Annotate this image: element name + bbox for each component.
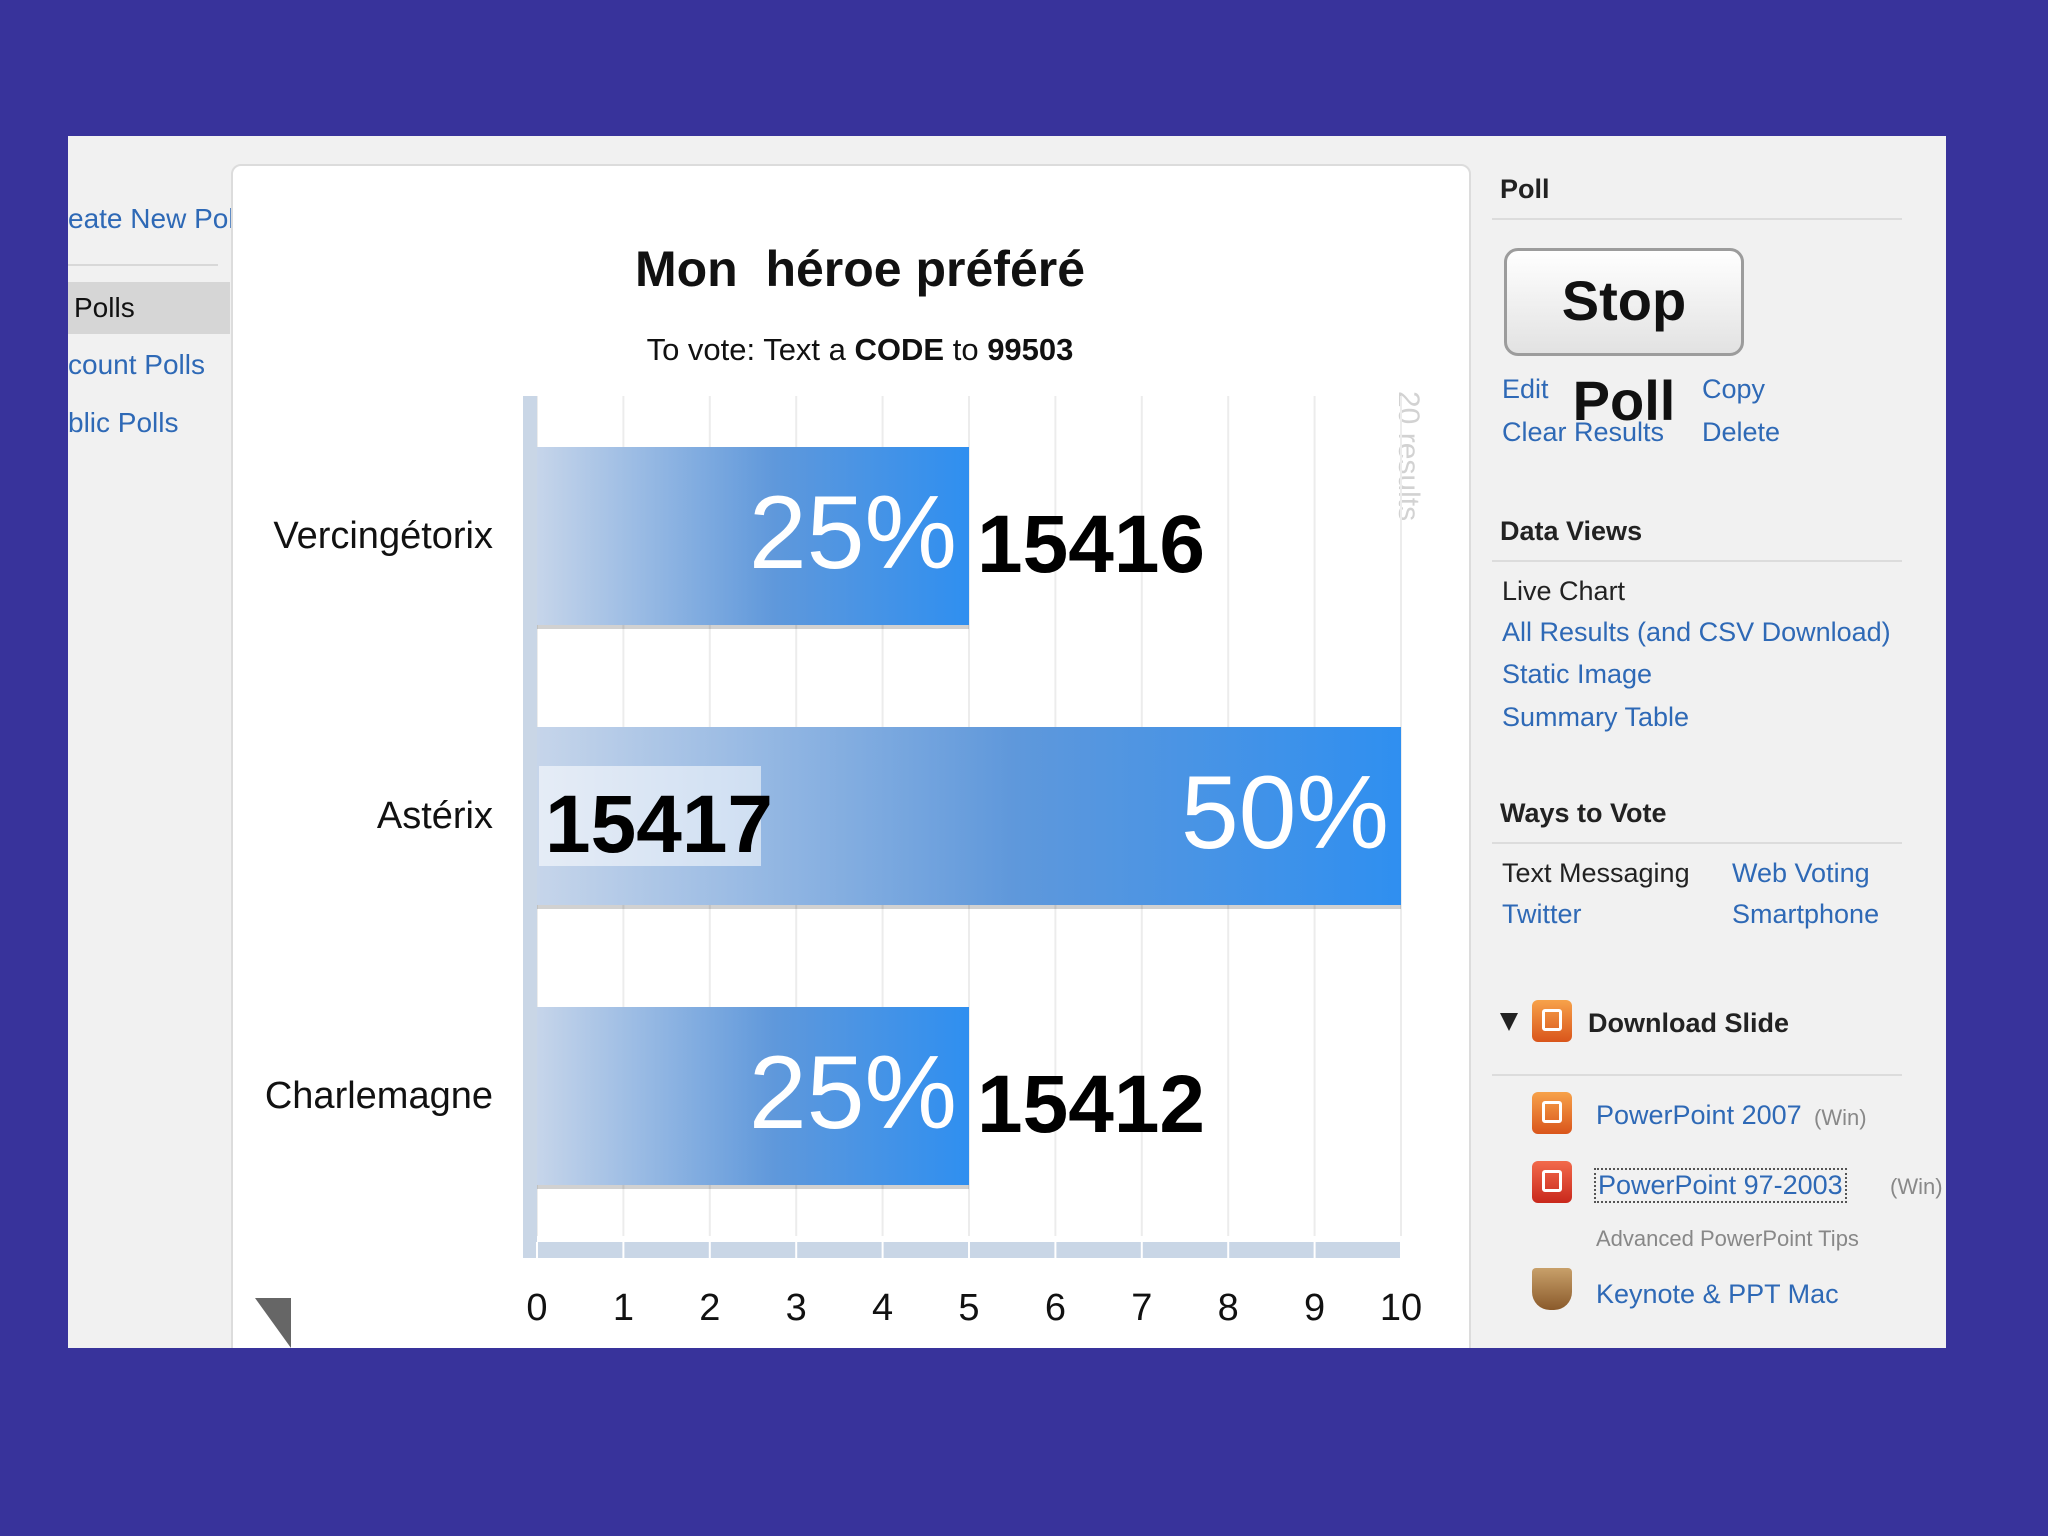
divider <box>1492 842 1902 844</box>
divider <box>1492 1074 1902 1076</box>
code-label: 15412 <box>977 1059 1205 1150</box>
summary-table-link[interactable]: Summary Table <box>1502 702 1690 732</box>
category-label: Astérix <box>377 795 493 837</box>
left-navigation: eate New Poll Polls count Polls blic Pol… <box>68 136 241 1348</box>
ways-to-vote-heading: Ways to Vote <box>1500 798 1667 828</box>
x-tick-label: 0 <box>526 1287 547 1329</box>
x-tick-label: 10 <box>1380 1287 1422 1329</box>
x-tick-label: 9 <box>1304 1287 1325 1329</box>
bar <box>537 447 969 625</box>
poll-heading: Poll <box>1500 174 1550 204</box>
live-chart-item: Live Chart <box>1502 576 1626 606</box>
app-screen: eate New Poll Polls count Polls blic Pol… <box>68 136 1946 1348</box>
percent-label: 25% <box>749 475 957 591</box>
chart-title: Mon héroe préféré <box>635 241 1085 297</box>
nav-item-polls[interactable]: Polls <box>68 282 230 334</box>
percent-label: 25% <box>749 1035 957 1151</box>
smartphone-link[interactable]: Smartphone <box>1732 899 1880 929</box>
download-slide-heading: Download Slide <box>1588 1008 1790 1038</box>
keynote-icon <box>1532 1268 1572 1310</box>
right-sidebar: Poll Stop Poll Edit Copy Clear Results D… <box>1492 136 1943 1348</box>
advanced-powerpoint-tips-link[interactable]: Advanced PowerPoint Tips <box>1596 1226 1859 1251</box>
chart-panel: Mon héroe préféré To vote: Text a CODE t… <box>231 164 1471 1348</box>
all-results-link[interactable]: All Results (and CSV Download) <box>1502 617 1891 647</box>
delete-link[interactable]: Delete <box>1702 417 1781 447</box>
clear-results-link[interactable]: Clear Results <box>1502 417 1665 447</box>
chart-subtitle: To vote: Text a CODE to 99503 <box>647 332 1074 367</box>
powerpoint-2007-link[interactable]: PowerPoint 2007 <box>1596 1100 1802 1130</box>
copy-link[interactable]: Copy <box>1702 374 1766 404</box>
x-tick-label: 3 <box>786 1287 807 1329</box>
x-tick-label: 8 <box>1218 1287 1239 1329</box>
data-views-heading: Data Views <box>1500 516 1643 546</box>
win-label: (Win) <box>1814 1105 1867 1130</box>
create-new-poll-link[interactable]: eate New Poll <box>68 203 241 234</box>
subtitle-keyword: CODE <box>855 332 945 367</box>
x-tick-label: 6 <box>1045 1287 1066 1329</box>
page-curl-icon <box>255 1298 291 1348</box>
x-tick-label: 4 <box>872 1287 893 1329</box>
nav-divider <box>68 264 218 266</box>
x-tick-label: 7 <box>1131 1287 1152 1329</box>
subtitle-number: 99503 <box>987 332 1073 367</box>
nav-item-account-polls[interactable]: count Polls <box>68 349 205 380</box>
text-messaging-item: Text Messaging <box>1502 858 1690 888</box>
nav-item-public-polls[interactable]: blic Polls <box>68 407 179 438</box>
x-tick-label: 5 <box>958 1287 979 1329</box>
code-label-bg <box>539 766 761 866</box>
collapse-triangle-icon[interactable] <box>1500 1013 1518 1031</box>
category-label: Charlemagne <box>265 1075 493 1117</box>
x-axis-line <box>523 1242 1401 1258</box>
powerpoint-97-2003-icon <box>1532 1161 1572 1203</box>
powerpoint-icon <box>1532 1000 1572 1042</box>
edit-link[interactable]: Edit <box>1502 374 1549 404</box>
poll-bar-chart: Mon héroe préféré To vote: Text a CODE t… <box>255 241 1425 1348</box>
stop-poll-button[interactable]: Stop Poll <box>1504 248 1744 432</box>
subtitle-middle: to <box>944 332 987 367</box>
y-axis-line <box>523 396 537 1250</box>
powerpoint-2007-icon <box>1532 1092 1572 1134</box>
category-label: Vercingétorix <box>273 515 493 557</box>
subtitle-prefix: To vote: Text a <box>647 332 855 367</box>
percent-label: 50% <box>1181 755 1389 871</box>
x-tick-label: 2 <box>699 1287 720 1329</box>
x-tick-label: 1 <box>613 1287 634 1329</box>
divider <box>1492 560 1902 562</box>
keynote-ppt-mac-link[interactable]: Keynote & PPT Mac <box>1596 1279 1839 1309</box>
results-count-label: 20 results <box>1392 391 1425 521</box>
twitter-link[interactable]: Twitter <box>1502 899 1582 929</box>
static-image-link[interactable]: Static Image <box>1502 659 1653 689</box>
code-label: 15417 <box>545 779 773 870</box>
divider <box>1492 218 1902 220</box>
bar <box>537 1007 969 1185</box>
code-label: 15416 <box>977 499 1205 590</box>
web-voting-link[interactable]: Web Voting <box>1732 858 1870 888</box>
powerpoint-97-2003-link[interactable]: PowerPoint 97-2003 <box>1594 1168 1847 1203</box>
win-label: (Win) <box>1890 1174 1943 1199</box>
